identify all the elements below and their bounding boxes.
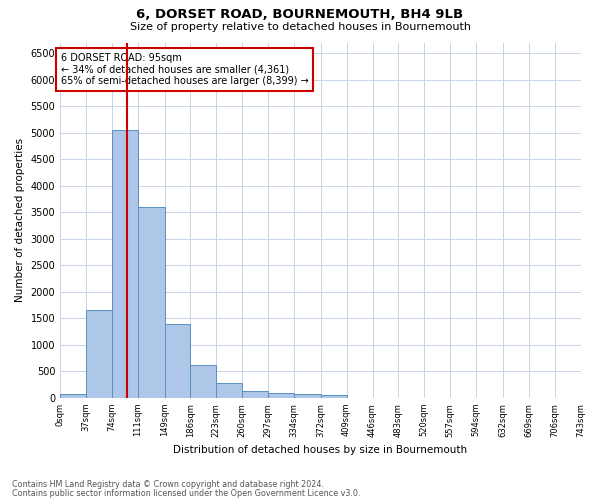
Text: Contains HM Land Registry data © Crown copyright and database right 2024.: Contains HM Land Registry data © Crown c… <box>12 480 324 489</box>
Bar <box>190 365 217 398</box>
Bar <box>242 390 268 398</box>
Bar <box>268 392 294 398</box>
Bar <box>320 394 347 398</box>
Bar <box>60 394 86 398</box>
Bar <box>138 207 164 398</box>
Text: 6, DORSET ROAD, BOURNEMOUTH, BH4 9LB: 6, DORSET ROAD, BOURNEMOUTH, BH4 9LB <box>136 8 464 20</box>
Bar <box>294 394 320 398</box>
Text: 6 DORSET ROAD: 95sqm
← 34% of detached houses are smaller (4,361)
65% of semi-de: 6 DORSET ROAD: 95sqm ← 34% of detached h… <box>61 53 308 86</box>
Y-axis label: Number of detached properties: Number of detached properties <box>15 138 25 302</box>
Bar <box>112 130 138 398</box>
Text: Size of property relative to detached houses in Bournemouth: Size of property relative to detached ho… <box>130 22 470 32</box>
Bar <box>164 324 190 398</box>
Text: Contains public sector information licensed under the Open Government Licence v3: Contains public sector information licen… <box>12 489 361 498</box>
Bar <box>86 310 112 398</box>
Bar <box>217 382 242 398</box>
X-axis label: Distribution of detached houses by size in Bournemouth: Distribution of detached houses by size … <box>173 445 467 455</box>
